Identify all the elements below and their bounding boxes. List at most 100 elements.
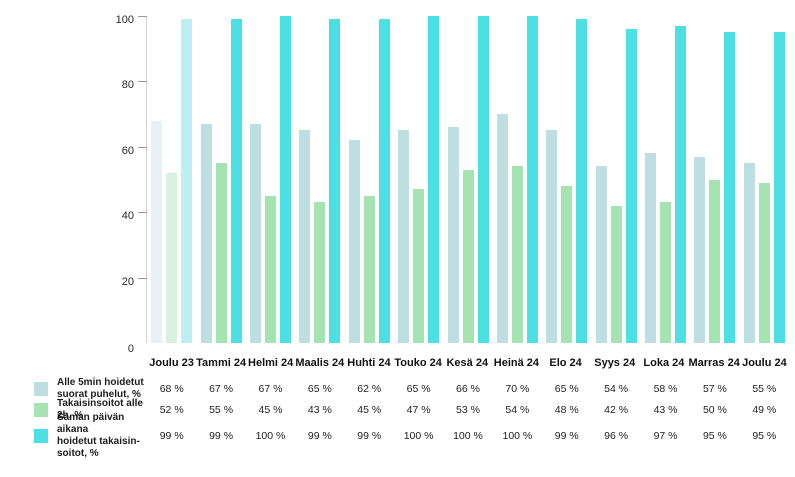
table-value-cell: 55 % — [209, 404, 234, 416]
table-values-row: 99 % 99 % 100 % 99 % 99 % 100 % 100 % 100 % 99 %… — [147, 430, 789, 442]
bar — [610, 205, 622, 343]
table-value-cell: 100 % — [502, 430, 533, 442]
legend-label: Alle 5min hoidetut suorat puhelut, % — [57, 376, 144, 400]
y-axis-tick — [138, 277, 147, 279]
legend-swatch — [34, 403, 48, 417]
bar — [200, 123, 212, 343]
bar — [773, 32, 785, 343]
table-value-cell: 67 % — [258, 383, 283, 395]
bar-group-touko-24 — [394, 16, 443, 343]
table-row: Alle 5min hoidetut suorat puhelut, % 68 %… — [0, 374, 795, 404]
bar — [511, 166, 523, 343]
legend-label: Saman päivän aikana hoidetut takaisin- s… — [57, 411, 140, 460]
table-value-cell: 95 % — [752, 430, 777, 442]
bar — [428, 16, 440, 343]
y-axis-tick — [138, 16, 147, 17]
table-value-cell: 53 % — [456, 404, 480, 416]
y-axis-tick — [138, 146, 147, 148]
y-axis-label: 20 — [121, 275, 134, 288]
table-value-cell: 62 % — [357, 383, 382, 395]
table-value-cell: 68 % — [159, 383, 184, 395]
table-value-cell: 65 % — [554, 383, 579, 395]
table-value-cell: 96 % — [604, 430, 629, 442]
bar — [743, 163, 755, 343]
y-axis-tick — [138, 212, 147, 214]
table-value-cell: 99 % — [209, 430, 234, 442]
bar — [299, 130, 311, 343]
bar — [576, 19, 588, 343]
table-row: Takaisinsoitot alle 2h, % 52 % 55 % 45 % 43 … — [0, 398, 795, 421]
legend-item: Takaisinsoitot alle 2h, % — [0, 398, 147, 422]
x-axis-label: Kesä 24 — [446, 357, 489, 369]
bar — [595, 166, 607, 343]
legend-label: Takaisinsoitot alle 2h, % — [57, 397, 143, 421]
table-value-cell: 50 % — [702, 404, 727, 416]
bar — [151, 120, 163, 343]
y-axis-line — [146, 16, 147, 343]
x-axis-label: Loka 24 — [643, 357, 685, 369]
x-axis-label: Syys 24 — [594, 357, 636, 369]
bar — [363, 195, 375, 343]
bar — [447, 127, 459, 343]
table-value-cell: 100 % — [403, 430, 434, 442]
x-axis-label: Joulu 23 — [149, 357, 194, 369]
bar-group-marras-24 — [690, 16, 739, 343]
x-axis-label: Marras 24 — [688, 357, 740, 369]
bar — [462, 169, 474, 343]
table-value-cell: 54 % — [505, 404, 530, 416]
table-value-cell: 97 % — [653, 430, 678, 442]
table-values-row: 68 % 67 % 67 % 65 % 62 % 65 % 66 % 70 % 65 % 54 %… — [147, 383, 789, 395]
table-value-cell: 67 % — [209, 383, 234, 395]
bar-group-maalis-24 — [295, 16, 344, 343]
table-value-cell: 99 % — [554, 430, 579, 442]
bar — [348, 140, 360, 343]
table-row: Saman päivän aikana hoidetut takaisin- s… — [0, 411, 795, 460]
bar — [329, 19, 341, 343]
plot-area — [147, 16, 789, 343]
x-axis-label: Joulu 24 — [742, 357, 787, 369]
y-axis-label: 60 — [121, 144, 134, 157]
y-axis-tick — [138, 81, 147, 83]
legend-item: Alle 5min hoidetut suorat puhelut, % — [0, 377, 147, 401]
bar — [279, 16, 291, 343]
bar — [264, 195, 276, 343]
table-value-cell: 49 % — [752, 404, 777, 416]
table-value-cell: 54 % — [604, 383, 629, 395]
y-axis-label: 0 — [127, 343, 134, 355]
table-value-cell: 70 % — [505, 383, 530, 395]
bar-group-syys-24 — [592, 16, 641, 343]
bar — [694, 156, 706, 343]
x-axis-label: Elo 24 — [549, 357, 582, 369]
table-value-cell: 58 % — [653, 383, 678, 395]
table-value-cell: 100 % — [255, 430, 286, 442]
bar — [660, 202, 672, 343]
table-value-cell: 52 % — [159, 404, 184, 416]
table-value-cell: 95 % — [702, 430, 727, 442]
bar — [398, 130, 410, 343]
table-value-cell: 65 % — [406, 383, 431, 395]
bar — [230, 19, 242, 343]
bar — [314, 202, 326, 343]
x-axis-label: Touko 24 — [394, 357, 442, 369]
bar-group-heinä-24 — [493, 16, 542, 343]
bar — [378, 19, 390, 343]
y-axis-label: 100 — [115, 14, 134, 26]
bar-group-huhti-24 — [345, 16, 394, 343]
bar-group-kesä-24 — [443, 16, 492, 343]
bar — [724, 32, 736, 343]
x-axis-label: Heinä 24 — [493, 357, 540, 369]
bar — [413, 189, 425, 343]
bar — [758, 182, 770, 343]
bar — [249, 123, 261, 343]
bar-group-helmi-24 — [246, 16, 295, 343]
bar — [215, 163, 227, 343]
x-axis-labels: Joulu 23 Tammi 24 Helmi 24 Maalis 24 Huhti 2… — [147, 357, 789, 369]
bar — [477, 16, 489, 343]
table-value-cell: 100 % — [453, 430, 483, 442]
bar — [709, 179, 721, 343]
bar-group-elo-24 — [542, 16, 591, 343]
bar — [561, 186, 573, 343]
table-value-cell: 55 % — [752, 383, 777, 395]
bar — [675, 25, 687, 343]
